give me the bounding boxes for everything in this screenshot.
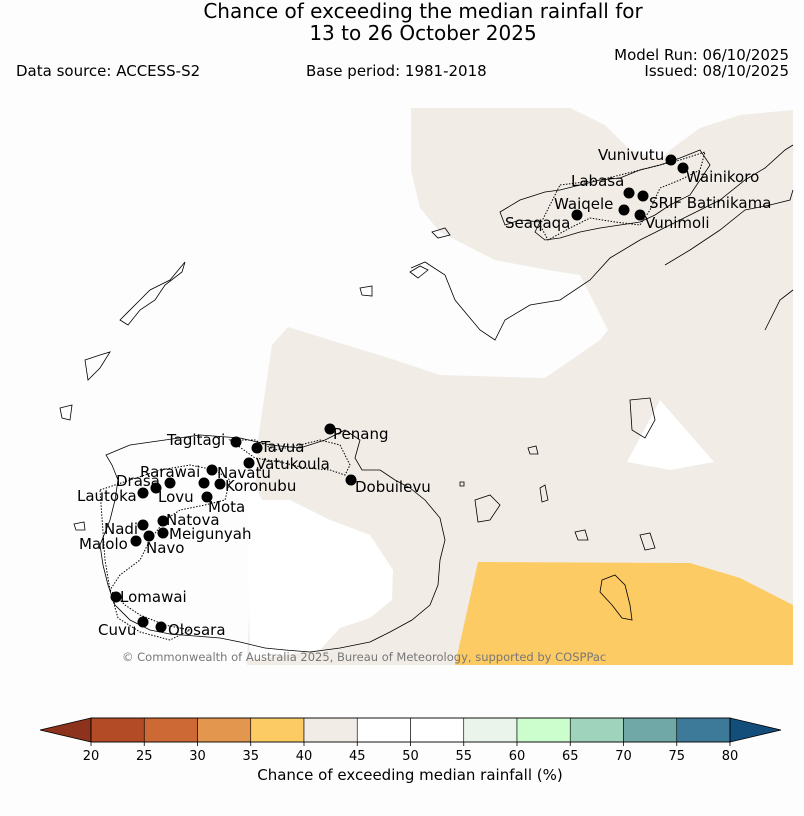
forecast-region-35-40	[455, 562, 793, 665]
colorbar-segment	[676, 717, 731, 743]
colorbar-high-arrow	[729, 717, 782, 743]
chart-title-line2: 13 to 26 October 2025	[309, 21, 537, 45]
location-label-dobuilevu: Dobuilevu	[355, 478, 431, 496]
location-label-navo: Navo	[146, 539, 184, 557]
location-label-vatukoula: Vatukoula	[256, 455, 330, 473]
location-dot-nadi	[137, 519, 149, 531]
colorbar-segment	[90, 717, 145, 743]
location-dot-navatu	[198, 477, 210, 489]
location-dot-koronubu	[214, 478, 226, 490]
location-label-srif-batinikama: SRIF Batinikama	[649, 194, 771, 212]
location-dot-vatukoula	[243, 457, 255, 469]
location-label-lautoka: Lautoka	[77, 487, 137, 505]
colorbar-segment	[623, 717, 678, 743]
colorbar-tick-label: 75	[668, 749, 685, 764]
location-label-meigunyah: Meigunyah	[169, 525, 251, 543]
location-label-natova: Natova	[166, 511, 220, 529]
colorbar-tick-label: 40	[296, 749, 313, 764]
colorbar-tick-label: 55	[455, 749, 472, 764]
location-dot-tavua	[251, 442, 263, 454]
colorbar-segment	[410, 717, 465, 743]
colorbar-tick-label: 60	[509, 749, 526, 764]
location-dot-lovu	[150, 482, 162, 494]
location-label-drasa: Drasa	[116, 472, 160, 490]
colorbar: 20 25 30 35 40 45 50 55 60 65 70 75 80 Chance of exc…	[39, 717, 782, 784]
coastlines	[59, 144, 794, 653]
colorbar-segment	[356, 717, 411, 743]
colorbar-tick-label: 20	[83, 749, 100, 764]
location-dot-natova	[157, 515, 169, 527]
location-dot-penang	[324, 423, 336, 435]
base-period: Base period: 1981-2018	[306, 62, 487, 80]
location-dot-lomawai	[110, 591, 122, 603]
colorbar-low-arrow	[39, 717, 92, 743]
location-label-rarawai: Rarawai	[140, 463, 200, 481]
location-dot-navo	[143, 530, 155, 542]
no-signal-area	[627, 400, 714, 470]
copyright-notice: © Commonwealth of Australia 2025, Bureau…	[122, 650, 606, 664]
location-dot-vunivutu	[665, 154, 677, 166]
location-dot-malolo	[130, 535, 142, 547]
location-label-lomawai: Lomawai	[120, 588, 187, 606]
location-label-vunivutu: Vunivutu	[598, 146, 664, 164]
location-label-tavua: Tavua	[260, 438, 304, 456]
locations: Vunivutu Wainikoro Labasa SRIF Batinikam…	[77, 146, 771, 639]
no-signal-bay	[247, 468, 393, 660]
location-label-waiqele: Waiqele	[554, 195, 613, 213]
colorbar-tick-label: 50	[402, 749, 419, 764]
location-dot-wainikoro	[677, 162, 689, 174]
data-source: Data source: ACCESS-S2	[16, 62, 201, 80]
location-dot-meigunyah	[157, 527, 169, 539]
model-run: Model Run: 06/10/2025	[614, 46, 789, 64]
colorbar-segment	[463, 717, 518, 743]
chart-title-line1: Chance of exceeding the median rainfall …	[203, 0, 643, 23]
location-label-vunimoli: Vunimoli	[645, 214, 710, 232]
colorbar-tick-label: 45	[349, 749, 366, 764]
issued-date: Issued: 08/10/2025	[644, 62, 789, 80]
location-label-mota: Mota	[208, 498, 245, 516]
colorbar-tick-label: 65	[562, 749, 579, 764]
location-label-nadi: Nadi	[104, 520, 138, 538]
location-label-seaqaqa: Seaqaqa	[505, 214, 570, 232]
location-label-navatu: Navatu	[217, 464, 271, 482]
location-label-tagitagi: Tagitagi	[166, 431, 225, 449]
colorbar-segment	[569, 717, 624, 743]
colorbar-label: Chance of exceeding median rainfall (%)	[257, 766, 562, 784]
colorbar-segment	[250, 717, 305, 743]
location-dot-seaqaqa	[571, 209, 583, 221]
location-dot-waiqele	[618, 204, 630, 216]
location-label-cuvu: Cuvu	[98, 621, 136, 639]
location-label-malolo: Malolo	[79, 535, 128, 553]
location-dot-dobuilevu	[345, 474, 357, 486]
colorbar-tick-label: 70	[615, 749, 632, 764]
forecast-region-west	[247, 108, 793, 665]
location-dot-srif-batinikama	[637, 190, 649, 202]
colorbar-tick-label: 35	[242, 749, 259, 764]
location-label-lovu: Lovu	[158, 488, 194, 506]
location-dot-lautoka	[137, 487, 149, 499]
location-dot-tagitagi	[230, 436, 242, 448]
location-label-wainikoro: Wainikoro	[686, 168, 759, 186]
location-dot-olosara	[155, 621, 167, 633]
colorbar-segment	[303, 717, 358, 743]
location-label-labasa: Labasa	[571, 172, 624, 190]
colorbar-segment	[516, 717, 571, 743]
location-label-penang: Penang	[333, 425, 388, 443]
location-dot-mota	[201, 491, 213, 503]
location-label-olosara: Olosara	[168, 621, 226, 639]
colorbar-segment	[143, 717, 198, 743]
location-dot-rarawai	[206, 464, 218, 476]
location-dot-labasa	[623, 187, 635, 199]
location-dot-cuvu	[137, 616, 149, 628]
location-label-koronubu: Koronubu	[225, 477, 296, 495]
colorbar-tick-label: 30	[189, 749, 206, 764]
colorbar-segment	[197, 717, 252, 743]
location-dot-vunimoli	[634, 209, 646, 221]
location-dot-drasa	[164, 477, 176, 489]
colorbar-tick-label: 80	[722, 749, 739, 764]
colorbar-tick-label: 25	[136, 749, 153, 764]
